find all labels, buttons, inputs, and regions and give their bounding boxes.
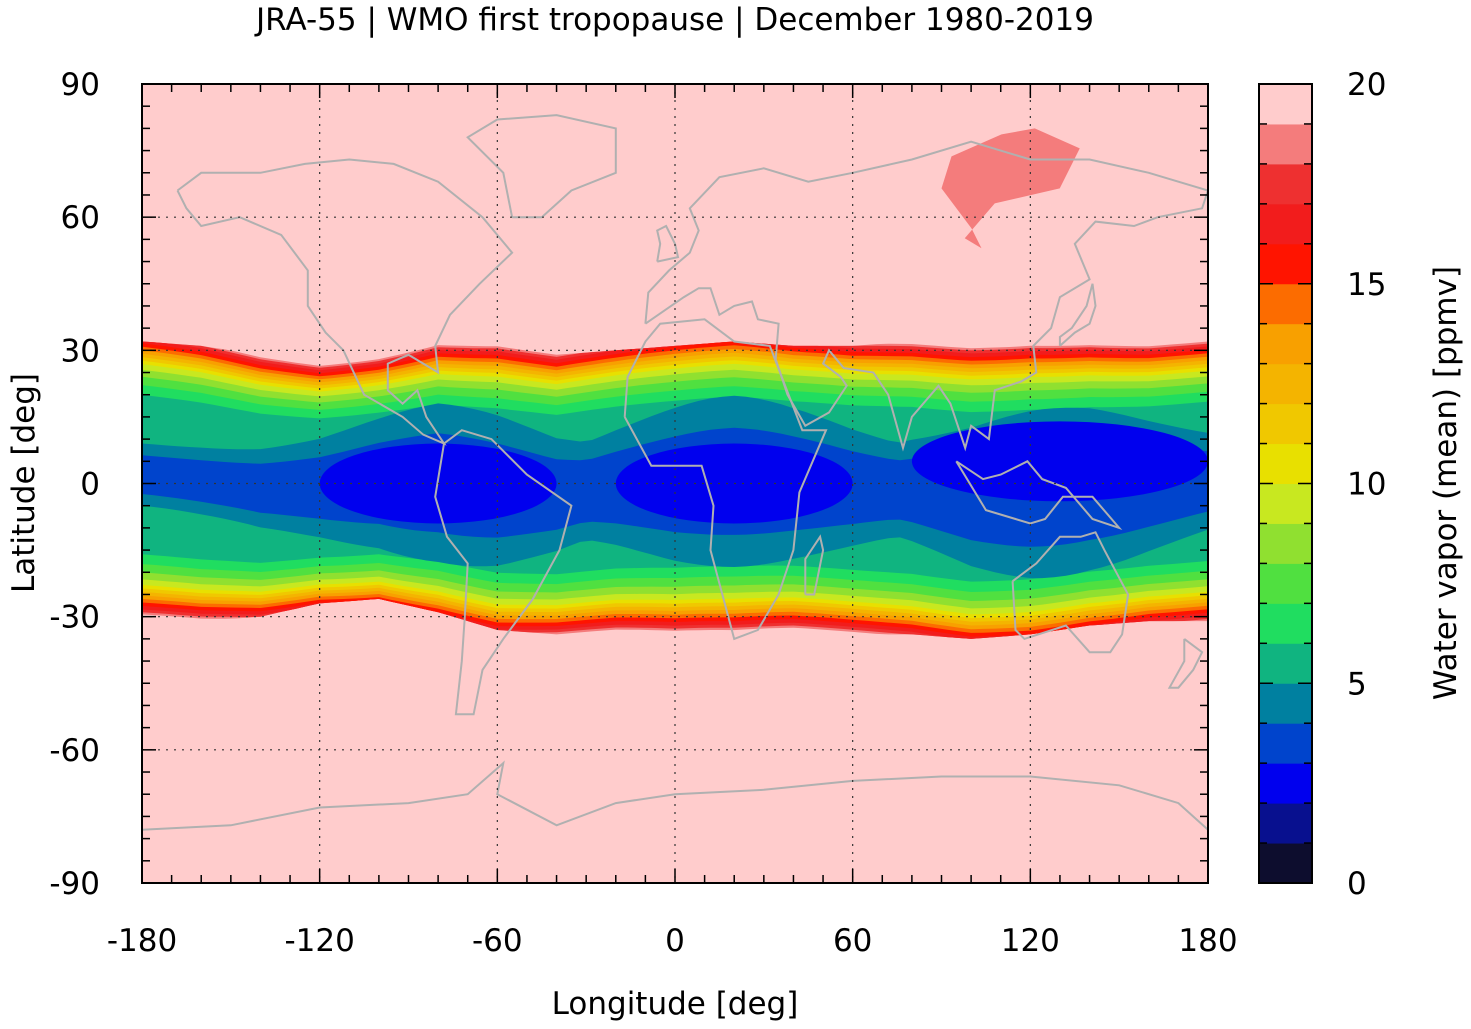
- minimum-region-3: [911, 421, 1208, 502]
- siberian-high-region: [941, 128, 1080, 249]
- colorbar-segment-0: [1259, 843, 1312, 884]
- x-tick-labels: -180 -120 -60 0 60 120 180: [107, 923, 1238, 959]
- colorbar-segment-10: [1259, 443, 1312, 484]
- colorbar-tick-label: 5: [1347, 666, 1367, 702]
- colorbar-segment-6: [1259, 603, 1312, 644]
- colorbar-tick-labels: 0 5 10 15 20: [1347, 67, 1386, 902]
- y-tick-label: 30: [61, 333, 100, 369]
- x-tick-label: 0: [665, 923, 685, 959]
- y-tick-label: 0: [80, 467, 100, 503]
- y-axis-label: Latitude [deg]: [6, 373, 42, 593]
- x-tick-label: -120: [284, 923, 354, 959]
- x-tick-label: -60: [472, 923, 523, 959]
- x-axis-label: Longitude [deg]: [552, 986, 799, 1022]
- coastline-2: [466, 114, 617, 219]
- colorbar-segment-14: [1259, 283, 1312, 325]
- colorbar-tick-label: 10: [1347, 467, 1386, 503]
- coastline-6: [1011, 531, 1130, 654]
- axis-ticks: [141, 83, 1209, 884]
- colorbar-segment-2: [1259, 763, 1312, 804]
- x-tick-label: 60: [833, 923, 872, 959]
- y-tick-label: 90: [61, 67, 100, 103]
- coastline-3: [434, 429, 573, 716]
- colorbar-segment-12: [1259, 363, 1312, 405]
- colorbar-segment-9: [1259, 483, 1312, 524]
- x-tick-label: 180: [1178, 923, 1237, 959]
- colorbar-segment-13: [1259, 323, 1312, 365]
- y-tick-label: 60: [61, 200, 100, 236]
- colorbar-segment-7: [1259, 563, 1312, 604]
- colorbar: [1258, 83, 1313, 884]
- coastline-1: [176, 158, 514, 446]
- y-tick-labels: -90 -60 -30 0 30 60 90: [49, 67, 100, 902]
- colorbar-segment-18: [1259, 123, 1312, 165]
- y-tick-label: -90: [49, 866, 100, 902]
- coastline-8: [955, 460, 1123, 530]
- colorbar-segment-5: [1259, 643, 1312, 684]
- colorbar-segment-4: [1259, 683, 1312, 724]
- colorbar-ticks: [1259, 83, 1312, 884]
- coastline-11: [656, 224, 680, 263]
- x-tick-label: -180: [107, 923, 177, 959]
- coastline-10: [804, 534, 825, 596]
- coastline-12: [1167, 638, 1204, 689]
- colorbar-tick-label: 0: [1347, 866, 1367, 902]
- colorbar-segment-17: [1259, 163, 1312, 205]
- colorbar-tick-label: 20: [1347, 67, 1386, 103]
- gridlines: [142, 84, 1208, 883]
- colorbar-segment-3: [1259, 723, 1312, 764]
- plot-area: [142, 84, 1208, 883]
- colorbar-segment-15: [1259, 243, 1312, 285]
- colorbar-segment-8: [1259, 523, 1312, 564]
- colorbar-segment-11: [1259, 403, 1312, 445]
- y-tick-label: -60: [49, 733, 100, 769]
- coastline-4: [623, 318, 828, 641]
- x-tick-label: 120: [1001, 923, 1060, 959]
- colorbar-tick-label: 15: [1347, 267, 1386, 303]
- colorbar-segment-16: [1259, 203, 1312, 245]
- colorbar-segment-1: [1259, 803, 1312, 844]
- chart-title: JRA-55 | WMO first tropopause | December…: [254, 2, 1094, 38]
- colorbar-segment-19: [1259, 84, 1312, 125]
- colorbar-label: Water vapor (mean) [ppmv]: [1428, 266, 1464, 700]
- coastline-7: [142, 760, 1208, 831]
- tropical-band: [142, 341, 1208, 639]
- coastline-9: [1058, 283, 1097, 347]
- y-tick-label: -30: [49, 600, 100, 636]
